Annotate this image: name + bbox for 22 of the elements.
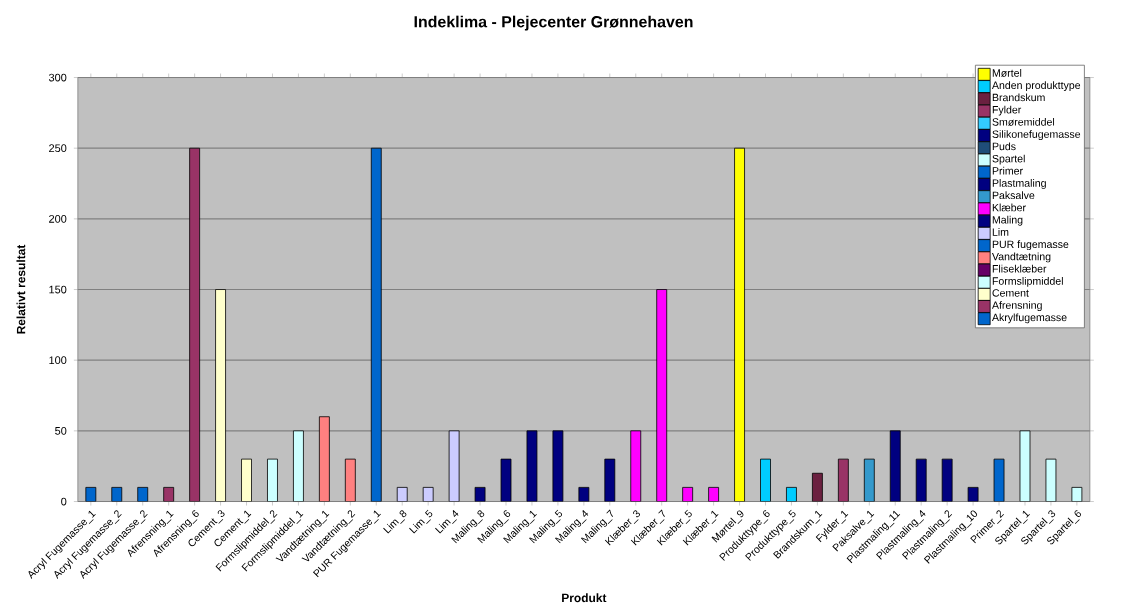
- bar: [526, 430, 538, 502]
- bar: [578, 486, 590, 502]
- bar: [396, 486, 408, 502]
- bar: [708, 486, 719, 502]
- bar: [448, 430, 460, 502]
- bar: [604, 458, 616, 502]
- bar: [318, 416, 330, 502]
- bar: [682, 486, 694, 502]
- bar: [344, 458, 356, 502]
- bar: [786, 486, 797, 502]
- bar: [630, 430, 642, 502]
- bar: [267, 458, 278, 502]
- bar: [293, 430, 304, 502]
- bar: [422, 486, 434, 502]
- bar: [760, 458, 771, 502]
- bar: [241, 458, 252, 502]
- bar: [500, 458, 512, 502]
- bar: [474, 486, 486, 502]
- bar: [189, 147, 201, 502]
- bar: [215, 289, 226, 502]
- bar: [552, 430, 564, 502]
- bar: [656, 289, 668, 502]
